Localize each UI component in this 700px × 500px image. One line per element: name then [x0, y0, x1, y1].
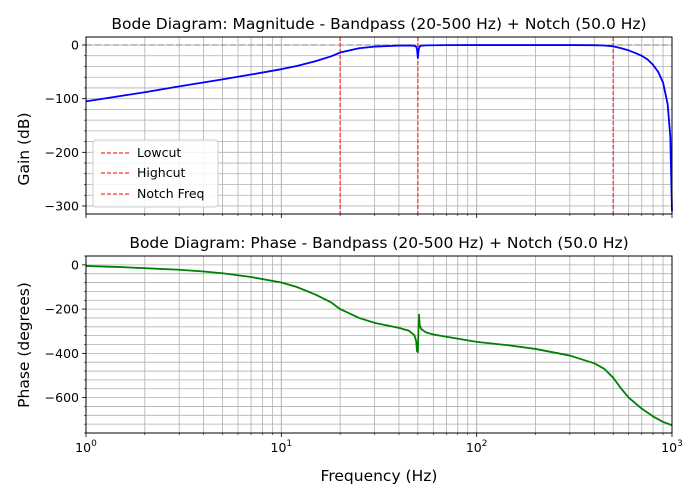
series-line-0: [85, 265, 673, 427]
magnitude-panel: Bode Diagram: Magnitude - Bandpass (20-5…: [15, 15, 673, 218]
y-tick-label: 0: [71, 38, 79, 53]
x-tick-label: 103: [661, 439, 683, 455]
magnitude-axes-frame: [85, 36, 673, 215]
y-tick-label: −200: [45, 302, 79, 317]
x-tick-label: 100: [75, 439, 97, 455]
phase-title: Bode Diagram: Phase - Bandpass (20-500 H…: [129, 234, 628, 252]
legend-label-lowcut: Lowcut: [137, 145, 181, 160]
magnitude-title: Bode Diagram: Magnitude - Bandpass (20-5…: [111, 15, 646, 33]
phase-series: [85, 265, 673, 427]
phase-axes-frame: [85, 255, 673, 434]
phase-x-ticks: 100 101 102 103: [75, 433, 683, 455]
x-axis-label: Frequency (Hz): [321, 467, 438, 485]
y-tick-label: 0: [71, 257, 79, 272]
phase-grid: [84, 255, 672, 435]
series-line-0: [85, 44, 673, 212]
y-tick-label: −200: [45, 145, 79, 160]
x-tick-label: 102: [466, 439, 488, 455]
magnitude-ylabel: Gain (dB): [15, 112, 33, 185]
legend-label-highcut: Highcut: [137, 165, 186, 180]
magnitude-x-ticks: [85, 214, 673, 218]
phase-panel: Bode Diagram: Phase - Bandpass (20-500 H…: [15, 234, 683, 455]
legend-label-notch-freq: Notch Freq: [137, 186, 204, 201]
phase-y-ticks: 0 −200 −400 −600: [45, 257, 86, 405]
y-tick-label: −600: [45, 390, 79, 405]
phase-ylabel: Phase (degrees): [15, 282, 33, 408]
magnitude-series: [85, 44, 673, 212]
legend-box: [92, 139, 219, 208]
x-tick-label: 101: [271, 439, 293, 455]
y-tick-label: −300: [45, 198, 79, 213]
magnitude-legend: Lowcut Highcut Notch Freq: [92, 139, 219, 208]
magnitude-y-ticks: 0 −100 −200 −300: [45, 38, 86, 213]
y-tick-label: −400: [45, 346, 79, 361]
y-tick-label: −100: [45, 91, 79, 106]
